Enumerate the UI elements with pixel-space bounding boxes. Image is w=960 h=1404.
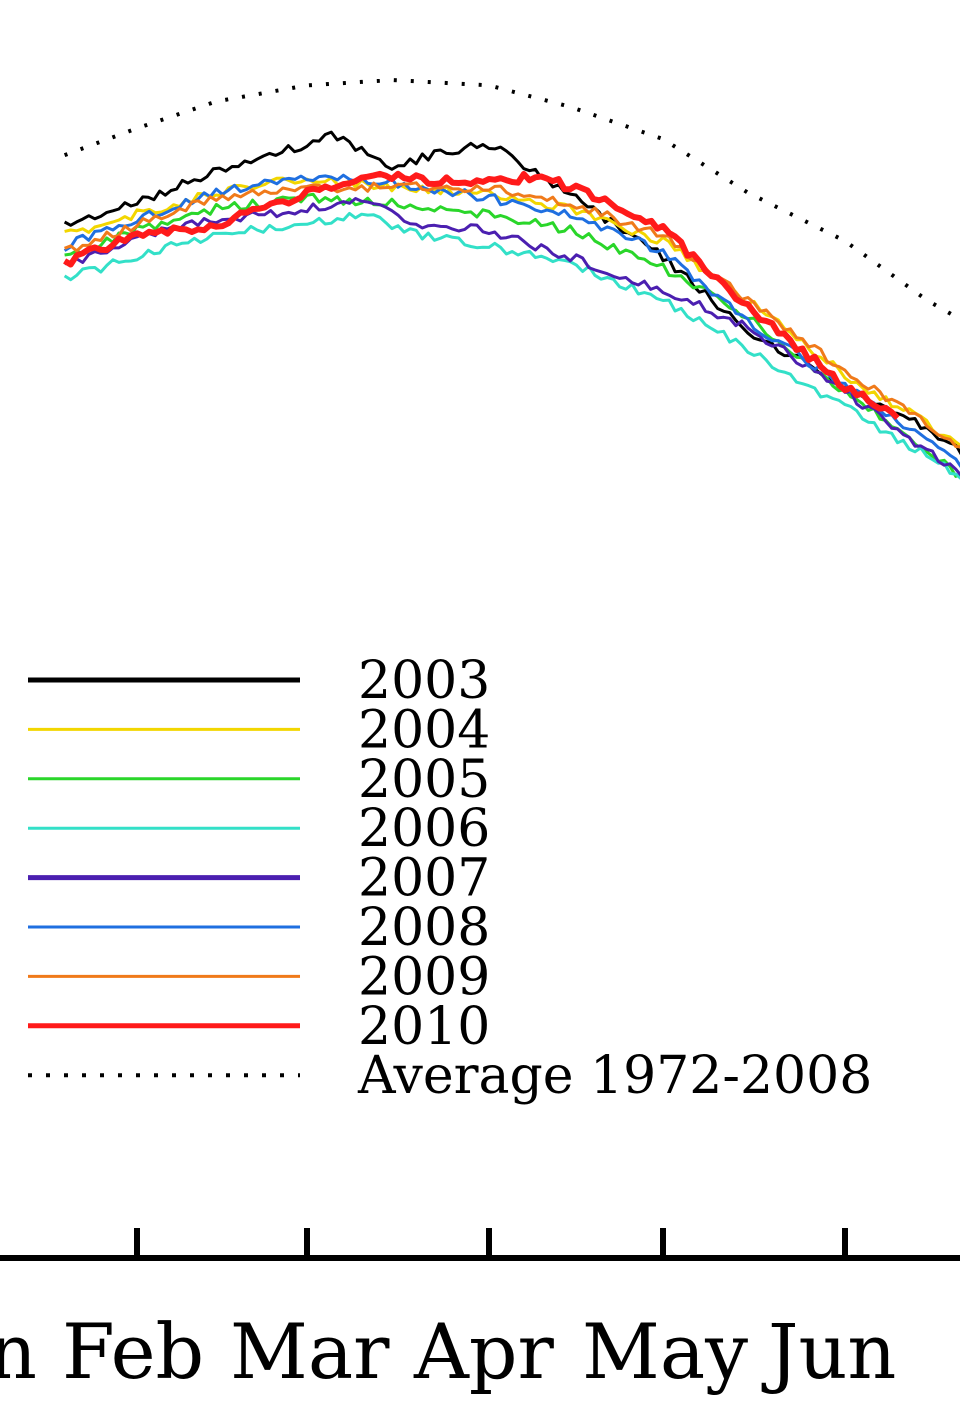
legend-label-2005: 2005: [358, 750, 490, 810]
legend-label-2004: 2004: [358, 700, 490, 760]
x-tick-label-n: n: [0, 1307, 37, 1396]
legend-label-2009: 2009: [358, 947, 490, 1007]
x-axis: n Feb Mar Apr May Jun: [0, 1228, 960, 1396]
legend-label-2007: 2007: [358, 849, 490, 909]
series-line-average-1972-2008: [63, 78, 960, 322]
series-line-2009: [64, 181, 960, 449]
series-line-2007: [64, 197, 960, 477]
series-line-2010: [63, 170, 900, 421]
x-tick-label-jun: Jun: [761, 1307, 896, 1396]
series-line-2003: [63, 130, 960, 456]
legend-label-average-1972-2008: Average 1972-2008: [357, 1046, 872, 1106]
legend-label-2006: 2006: [358, 799, 490, 859]
x-tick-label-apr: Apr: [413, 1307, 555, 1396]
legend-label-2008: 2008: [358, 898, 490, 958]
legend: 20032004200520062007200820092010Average …: [28, 651, 872, 1106]
plot-lines: [63, 78, 960, 480]
series-line-2006: [63, 211, 960, 480]
x-tick-label-may: May: [582, 1307, 748, 1396]
x-tick-label-mar: Mar: [230, 1307, 390, 1396]
legend-label-2010: 2010: [358, 997, 490, 1057]
legend-label-2003: 2003: [358, 651, 490, 711]
x-tick-label-feb: Feb: [62, 1307, 204, 1396]
